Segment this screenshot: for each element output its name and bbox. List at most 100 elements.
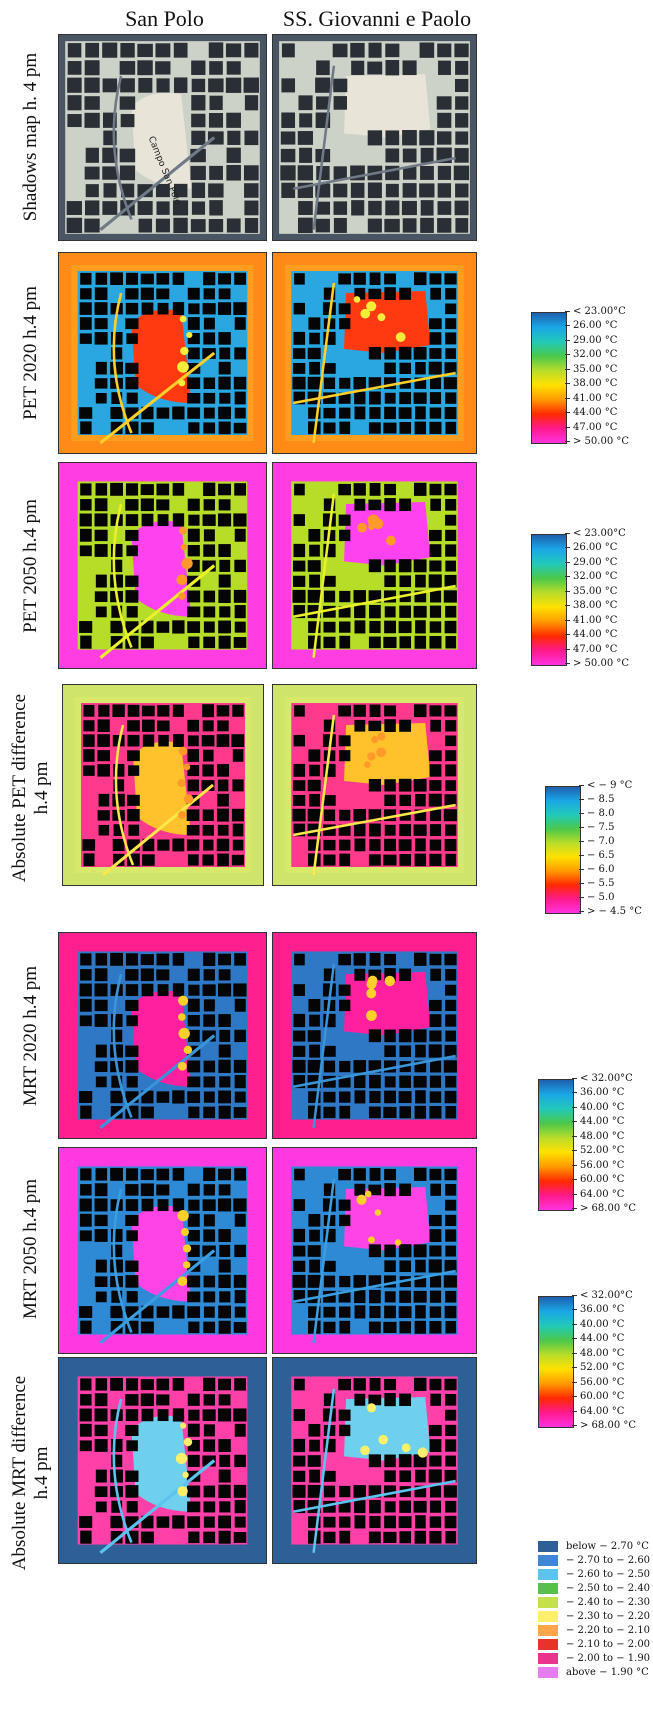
giovanni-pet-2020-map xyxy=(272,252,477,454)
pet-difference-color-legend: < − 9 °C − 8.5 − 8.0 − 7.5 − 7.0 − 6.5 − 6.0 − … xyxy=(545,780,653,930)
street-line xyxy=(312,65,336,230)
pet-2020-color-legend: < 23.00°C 26.00 °C 29.00 °C 32.00 °C 35.00 °… xyxy=(531,306,651,466)
san-polo-shadows-map: Campo San Polo xyxy=(58,34,267,241)
legend-swatch xyxy=(538,1583,558,1594)
row-label-shadows: Shadows map h. 4 pm xyxy=(20,52,41,222)
giovanni-pet-diff-map-graphic xyxy=(273,685,476,885)
street-line xyxy=(112,503,133,648)
street-line xyxy=(114,724,135,866)
legend-swatch xyxy=(538,1569,558,1580)
street-line xyxy=(312,282,336,444)
campo-plaza xyxy=(133,741,191,835)
legend-color-bar xyxy=(545,786,581,914)
legend-tick-label: 60.00 °C xyxy=(572,1391,624,1402)
legend-tick-label: 29.00 °C xyxy=(565,335,617,346)
legend-category-label: − 2.20 to − 2.10 °C xyxy=(566,1625,653,1636)
legend-tick-label: 44.00 °C xyxy=(572,1333,624,1344)
legend-tick-label: 35.00 °C xyxy=(565,364,617,375)
legend-tick-label: 41.00 °C xyxy=(565,615,617,626)
hotspot-layer xyxy=(366,975,396,1021)
legend-tick-label: − 6.0 xyxy=(579,864,614,875)
legend-tick-label: 44.00 °C xyxy=(572,1116,624,1127)
legend-tick-label: − 6.5 xyxy=(579,850,614,861)
legend-tick-label: − 7.0 xyxy=(579,836,614,847)
giovanni-shadows-map-graphic xyxy=(273,35,476,240)
campo-plaza xyxy=(344,971,431,1036)
street-line xyxy=(99,1249,216,1344)
san-polo-shadows-map-graphic xyxy=(59,35,266,240)
legend-tick-label: 56.00 °C xyxy=(572,1377,624,1388)
mrt-2020-color-legend: < 32.00°C 36.00 °C 40.00 °C 44.00 °C 48.00 °… xyxy=(538,1073,652,1233)
street-line xyxy=(102,783,214,877)
row-label-pet-2020: PET 2020 h.4 pm xyxy=(20,286,41,420)
campo-plaza xyxy=(131,309,192,403)
buildings-layer xyxy=(292,1377,457,1544)
hotspot-layer xyxy=(356,1190,402,1246)
street-line xyxy=(112,75,133,220)
street-line xyxy=(312,493,336,658)
mrt-difference-category-legend: below − 2.70 °C − 2.70 to − 2.60 °C − 2.60… xyxy=(538,1540,653,1700)
campo-plaza xyxy=(344,723,431,785)
campo-plaza xyxy=(131,990,192,1087)
san-polo-mrt-2020-map-graphic xyxy=(59,933,266,1138)
row-label-mrt-2050: MRT 2050 h.4 pm xyxy=(20,1179,41,1319)
legend-category-row: − 2.20 to − 2.10 °C xyxy=(538,1624,653,1637)
campo-plaza xyxy=(344,1396,431,1461)
legend-tick-label: 60.00 °C xyxy=(572,1174,624,1185)
campo-plaza xyxy=(344,291,431,353)
legend-tick-label: < 23.00°C xyxy=(565,306,626,317)
legend-category-label: − 2.70 to − 2.60 °C xyxy=(566,1555,653,1566)
legend-tick-label: 38.00 °C xyxy=(565,600,617,611)
buildings-layer xyxy=(292,272,457,435)
legend-tick-label: 32.00 °C xyxy=(565,571,617,582)
campo-plaza xyxy=(344,1186,431,1251)
buildings-layer xyxy=(79,482,247,649)
san-polo-pet-2020-map-graphic xyxy=(59,253,266,453)
pet-2050-color-legend: < 23.00°C 26.00 °C 29.00 °C 32.00 °C 35.00 °… xyxy=(531,528,651,688)
legend-swatch xyxy=(538,1555,558,1566)
legend-category-label: below − 2.70 °C xyxy=(566,1541,649,1552)
buildings-layer xyxy=(280,42,470,234)
hotspot-layer xyxy=(357,514,396,546)
giovanni-mrt-diff-map xyxy=(272,1357,477,1564)
campo-plaza xyxy=(131,1205,192,1302)
legend-category-label: − 2.00 to − 1.90 °C xyxy=(566,1653,653,1664)
legend-tick-label: − 5.5 xyxy=(579,878,614,889)
san-polo-mrt-2020-map xyxy=(58,932,267,1139)
legend-swatch xyxy=(538,1625,558,1636)
hotspot-layer xyxy=(177,1210,192,1287)
buildings-layer xyxy=(292,704,457,867)
giovanni-pet-diff-map xyxy=(272,684,477,886)
legend-swatch xyxy=(538,1611,558,1622)
mrt-2050-color-legend: < 32.00°C 36.00 °C 40.00 °C 44.00 °C 48.00 °… xyxy=(538,1290,652,1450)
hotspot-layer xyxy=(353,296,406,342)
campo-plaza xyxy=(131,520,192,617)
row-label-mrt-diff: Absolute MRT difference h.4 pm xyxy=(9,1375,52,1571)
legend-tick-label: 40.00 °C xyxy=(572,1102,624,1113)
giovanni-mrt-2050-map xyxy=(272,1147,477,1354)
hotspot-layer xyxy=(177,746,194,819)
buildings-layer xyxy=(79,1377,247,1544)
legend-tick-label: 47.00 °C xyxy=(565,422,617,433)
giovanni-pet-2020-map-graphic xyxy=(273,253,476,453)
street-line xyxy=(312,963,336,1128)
legend-category-label: above − 1.90 °C xyxy=(566,1667,649,1678)
legend-tick-label: 47.00 °C xyxy=(565,644,617,655)
giovanni-mrt-diff-map-graphic xyxy=(273,1358,476,1563)
legend-category-label: − 2.40 to − 2.30 °C xyxy=(566,1597,653,1608)
legend-swatch xyxy=(538,1639,558,1650)
legend-color-bar xyxy=(531,534,567,666)
legend-tick-label: 48.00 °C xyxy=(572,1131,624,1142)
san-polo-pet-2020-map xyxy=(58,252,267,454)
hotspot-layer xyxy=(177,995,193,1071)
legend-category-row: − 2.50 to − 2.40 °C xyxy=(538,1582,653,1595)
giovanni-mrt-2020-map-graphic xyxy=(273,933,476,1138)
giovanni-mrt-2050-map-graphic xyxy=(273,1148,476,1353)
street-line xyxy=(99,1034,216,1129)
hotspot-layer xyxy=(177,315,193,387)
legend-tick-label: 38.00 °C xyxy=(565,378,617,389)
campo-plaza xyxy=(344,501,431,566)
legend-tick-label: − 8.5 xyxy=(579,794,614,805)
street-line xyxy=(99,1459,216,1554)
legend-tick-label: 64.00 °C xyxy=(572,1189,624,1200)
